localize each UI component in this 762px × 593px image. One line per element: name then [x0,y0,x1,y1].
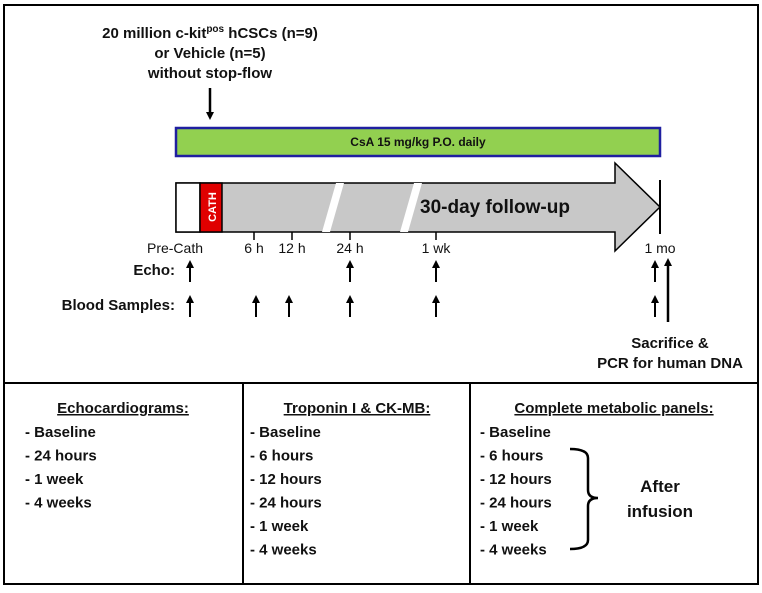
column-title: Echocardiograms: [57,400,189,417]
column-item: - 6 hours [250,448,313,465]
followup-label: 30-day follow-up [420,197,570,218]
break [322,183,344,232]
time-label: 6 h [244,240,263,256]
note: infusion [627,502,693,521]
column-item: - 1 week [480,518,539,535]
bracket [569,447,599,551]
injection: without stop-flow [147,65,272,82]
column-item: - 24 hours [25,448,97,465]
time-label: Pre-Cath [147,240,203,256]
column-item: - 24 hours [480,495,552,512]
treatment-label: CsA 15 mg/kg P.O. daily [350,135,486,149]
column-item: - 4 weeks [250,542,317,559]
column-item: - 12 hours [250,471,322,488]
cath-box [199,182,223,233]
followup-arrow [175,161,662,253]
outer-border [3,4,759,585]
column-title: Troponin I & CK-MB: [284,400,431,417]
injection: or Vehicle (n=5) [154,45,265,62]
column-item: - Baseline [250,424,321,441]
column-item: - 12 hours [480,471,552,488]
column-item: - Baseline [480,424,551,441]
time-label: 12 h [278,240,305,256]
injection: 20 million c-kitpos hCSCs (n=9) [102,24,318,42]
time-label: 1 mo [644,240,675,256]
column-item: - 6 hours [480,448,543,465]
row-label: Blood Samples: [62,297,175,314]
column-item: - 1 week [25,471,84,488]
column-title: Complete metabolic panels: [514,400,713,417]
sacrifice: Sacrifice & [631,335,709,352]
break [400,183,422,232]
row-label: Echo: [133,262,175,279]
treatment-bar [174,126,662,158]
column-item: - 4 weeks [25,495,92,512]
note: After [640,477,680,496]
column-item: - Baseline [25,424,96,441]
pre-box [175,182,201,233]
cath-label: CATH [207,192,219,222]
time-label: 24 h [336,240,363,256]
column-item: - 4 weeks [480,542,547,559]
column-item: - 24 hours [250,495,322,512]
sacrifice: PCR for human DNA [597,355,743,372]
time-label: 1 wk [422,240,452,256]
column-item: - 1 week [250,518,309,535]
